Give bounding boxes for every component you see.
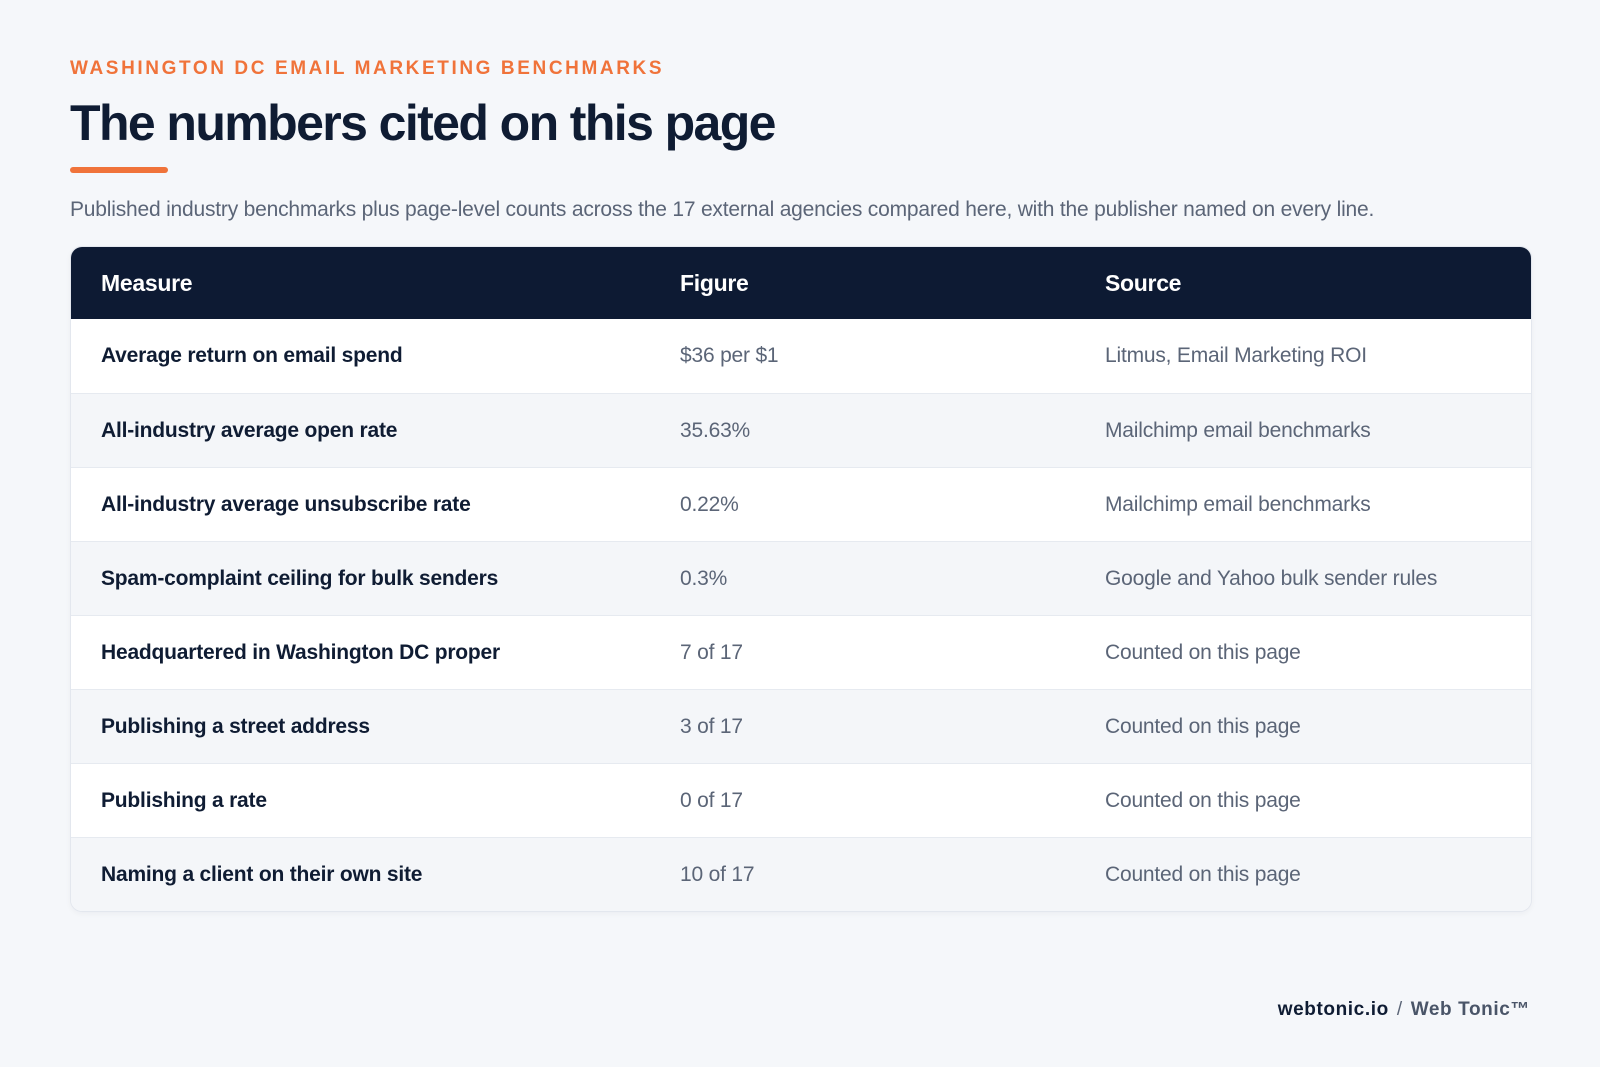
source-cell: Mailchimp email benchmarks — [1105, 492, 1371, 516]
page-title: The numbers cited on this page — [70, 95, 776, 151]
footer-brand: Web Tonic™ — [1410, 999, 1530, 1020]
table-row: All-industry average unsubscribe rate 0.… — [71, 467, 1531, 541]
column-header-source: Source — [1105, 269, 1182, 296]
measure-cell: Headquartered in Washington DC proper — [101, 640, 501, 664]
page-content: WASHINGTON DC EMAIL MARKETING BENCHMARKS… — [70, 57, 1532, 912]
table-row: Average return on email spend $36 per $1… — [71, 319, 1531, 393]
table-row: Naming a client on their own site 10 of … — [71, 837, 1531, 911]
table-row: Publishing a street address 3 of 17 Coun… — [71, 689, 1531, 763]
page-subtitle: Published industry benchmarks plus page-… — [70, 198, 1375, 221]
source-cell: Counted on this page — [1105, 788, 1301, 812]
table-row: Publishing a rate 0 of 17 Counted on thi… — [71, 763, 1531, 837]
column-header-figure: Figure — [680, 269, 749, 296]
column-header-measure: Measure — [101, 269, 193, 296]
footer-separator: / — [1396, 999, 1403, 1020]
source-cell: Counted on this page — [1105, 640, 1301, 664]
table-row: All-industry average open rate 35.63% Ma… — [71, 393, 1531, 467]
source-cell: Counted on this page — [1105, 714, 1301, 738]
figure-cell: 35.63% — [680, 418, 751, 442]
table-row: Headquartered in Washington DC proper 7 … — [71, 615, 1531, 689]
table-header: Measure Figure Source — [71, 247, 1531, 319]
measure-cell: All-industry average unsubscribe rate — [101, 492, 471, 516]
table-row: Spam-complaint ceiling for bulk senders … — [71, 541, 1531, 615]
source-cell: Counted on this page — [1105, 862, 1301, 886]
figure-cell: 0 of 17 — [680, 788, 743, 812]
source-cell: Mailchimp email benchmarks — [1105, 418, 1371, 442]
figure-cell: 3 of 17 — [680, 714, 743, 738]
figure-cell: 0.3% — [680, 566, 728, 590]
source-cell: Litmus, Email Marketing ROI — [1105, 344, 1367, 367]
source-cell: Google and Yahoo bulk sender rules — [1105, 566, 1438, 590]
measure-cell: Average return on email spend — [101, 344, 403, 367]
footer-site: webtonic.io — [1277, 999, 1389, 1020]
figure-cell: $36 per $1 — [680, 344, 779, 367]
benchmarks-table: Measure Figure Source Average return on … — [70, 246, 1532, 912]
measure-cell: Publishing a street address — [101, 714, 370, 738]
figure-cell: 10 of 17 — [680, 862, 755, 886]
figure-cell: 0.22% — [680, 492, 739, 516]
figure-cell: 7 of 17 — [680, 640, 743, 664]
measure-cell: Publishing a rate — [101, 788, 267, 812]
measure-cell: Naming a client on their own site — [101, 862, 423, 886]
title-underline — [70, 167, 168, 173]
measure-cell: Spam-complaint ceiling for bulk senders — [101, 566, 499, 590]
footer-attribution: webtonic.io / Web Tonic™ — [1278, 999, 1530, 1021]
measure-cell: All-industry average open rate — [101, 418, 398, 442]
eyebrow-label: WASHINGTON DC EMAIL MARKETING BENCHMARKS — [70, 58, 665, 79]
